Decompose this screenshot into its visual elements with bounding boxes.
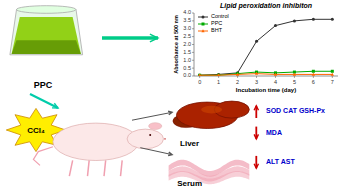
legend-marker <box>202 16 205 19</box>
y-tick <box>192 13 194 14</box>
mouse-leg <box>88 160 90 176</box>
y-tick-label: 3.0 <box>183 25 191 31</box>
y-tick-label: 0.0 <box>183 72 191 78</box>
serum-label: Serum <box>177 179 202 188</box>
series-line <box>200 19 333 75</box>
series-marker <box>331 18 334 21</box>
beaker-liquid <box>12 17 81 54</box>
teal-arrow <box>30 94 58 108</box>
series-marker <box>293 73 296 76</box>
series-marker <box>274 24 277 27</box>
series-marker <box>236 72 239 75</box>
y-tick-label: 3.5 <box>183 17 191 23</box>
y-tick-label: 2.0 <box>183 41 191 47</box>
indicator-label: MDA <box>266 129 282 136</box>
chart: Lipid peroxidation inhibiton 0.00.5 1.0 1.5… <box>173 2 338 93</box>
x-tick-label: 0 <box>198 79 201 85</box>
x-axis-label: Incubation time (day) <box>236 87 296 93</box>
y-tick <box>192 52 194 53</box>
title: Lipid peroxidation inhibiton <box>220 2 312 10</box>
serum-arrow-head <box>168 152 172 155</box>
x-tick-label: 7 <box>331 79 334 85</box>
x-tick <box>237 76 238 78</box>
legend-label: PPC <box>211 20 222 26</box>
series-marker <box>217 73 220 76</box>
y-tick <box>192 76 194 77</box>
liver-label: Liver <box>180 139 199 148</box>
legend: ControlPPCBHT <box>198 13 229 33</box>
x-tick <box>256 76 257 78</box>
liver-arrow <box>132 112 172 120</box>
y-axis-label: Absorbance at 500 nm <box>173 15 179 74</box>
beaker <box>10 10 83 55</box>
indicator-label: SOD CAT GSH-Px <box>266 107 325 114</box>
x-tick <box>275 76 276 78</box>
y-tick <box>192 44 194 45</box>
legend-label: Control <box>211 13 229 19</box>
mouse-leg <box>121 160 123 176</box>
legend-marker <box>201 29 204 32</box>
series-marker <box>255 72 258 75</box>
teal-arrow-head <box>52 103 58 108</box>
indicator-arrow-head <box>254 164 258 169</box>
x-tick-label: 6 <box>312 79 315 85</box>
x-tick-label: 3 <box>255 79 258 85</box>
legend-label: BHT <box>211 27 223 33</box>
y-tick-label: 1.0 <box>183 57 191 63</box>
mouse-leg <box>104 160 106 176</box>
y-tick <box>192 36 194 37</box>
x-tick-label: 4 <box>274 79 277 85</box>
mouse-body <box>53 123 139 160</box>
serum-arrow <box>140 148 172 155</box>
series-marker <box>255 40 258 43</box>
y-tick <box>192 28 194 29</box>
plot-area <box>198 18 334 76</box>
y-tick <box>192 20 194 21</box>
beaker-label: PPC <box>34 80 53 90</box>
indicator-arrow-head <box>254 106 258 111</box>
ccl4-label: CCl₄ <box>27 126 45 135</box>
y-tick-label: 0.5 <box>183 65 191 71</box>
y-tick-label: 2.5 <box>183 33 191 39</box>
series-marker <box>217 73 220 76</box>
big-arrow <box>102 36 158 40</box>
beaker-rim <box>17 6 76 14</box>
x-tick-label: 1 <box>217 79 220 85</box>
y-tick-label: 4.0 <box>183 9 191 15</box>
big-arrow-head <box>150 34 158 42</box>
x-tick <box>294 76 295 78</box>
y-tick-label: 1.5 <box>183 49 191 55</box>
mouse-tail <box>33 147 53 166</box>
series-marker <box>312 70 315 73</box>
mouse-nose <box>164 138 166 140</box>
x-tick-label: 2 <box>236 79 239 85</box>
indicator-arrow-head <box>254 134 258 139</box>
series-marker <box>331 73 334 76</box>
liver-arrow-head <box>168 111 172 114</box>
indicator-label: ALT AST <box>266 158 295 165</box>
beaker-liquid-dark <box>12 40 81 54</box>
series-marker <box>312 73 315 76</box>
series-marker <box>236 73 239 76</box>
x-tick <box>332 76 333 78</box>
liver-highlight <box>201 106 222 114</box>
x-tick <box>199 76 200 78</box>
y-tick <box>192 68 194 69</box>
series-marker <box>274 73 277 76</box>
x-tick <box>218 76 219 78</box>
legend-marker <box>202 23 205 26</box>
series-marker <box>293 19 296 22</box>
series-marker <box>312 18 315 21</box>
series-marker <box>198 73 201 76</box>
mouse-leg <box>69 160 72 176</box>
x-tick <box>313 76 314 78</box>
mouse-ear <box>149 123 162 130</box>
mouse-head <box>127 129 163 149</box>
series-marker <box>331 70 334 73</box>
legend-swatch <box>198 24 208 25</box>
y-tick <box>192 60 194 61</box>
legend-swatch <box>198 17 208 18</box>
mouse-eye <box>149 134 151 136</box>
x-tick-label: 5 <box>293 79 296 85</box>
